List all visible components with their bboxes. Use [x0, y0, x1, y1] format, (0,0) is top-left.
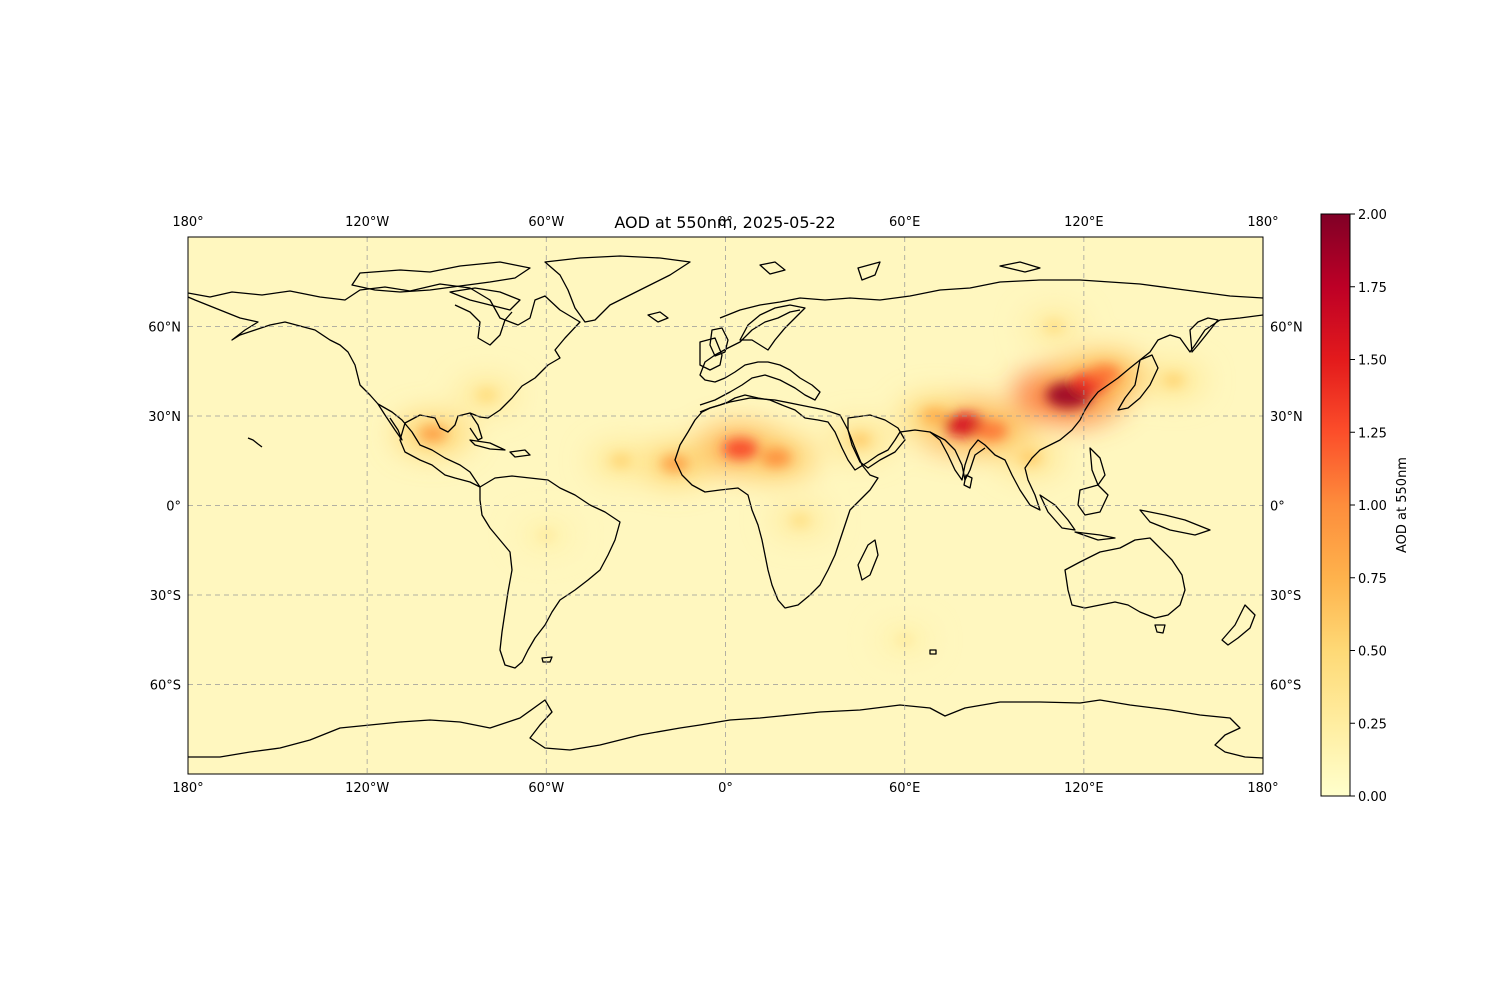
- lat-tick-label-left: 30°N: [148, 410, 181, 425]
- lon-tick-label-bottom: 120°W: [345, 781, 389, 796]
- coastline-hudson-bay: [454, 304, 513, 346]
- coastline-madagascar: [857, 539, 879, 581]
- coastline-baffin: [449, 287, 521, 311]
- aod-hotspot-core: [761, 448, 792, 467]
- lon-tick-label-bottom: 60°E: [889, 781, 920, 796]
- coastline-scandinavia: [739, 304, 806, 351]
- coastline-africa: [674, 397, 879, 609]
- aod-hotspot-core: [660, 455, 689, 473]
- coastline-novaya-zemlya: [857, 261, 881, 281]
- coastline-svalbard: [759, 261, 786, 275]
- aod-hotspot-core: [895, 634, 914, 646]
- coastline-arabia: [847, 414, 906, 469]
- aod-hotspot-core: [1162, 373, 1185, 387]
- coastline-antarctica: [188, 699, 1263, 759]
- lat-tick-label-right: 0°: [1270, 500, 1285, 515]
- aod-hotspot-core: [1018, 450, 1042, 465]
- colorbar-tick-label: 1.00: [1358, 499, 1387, 514]
- colorbar-tick-label: 1.50: [1358, 354, 1387, 369]
- tick-labels: 180° 120°W 60°W 0° 60°E 120°E 180° 180° 120°W 60°…: [148, 215, 1303, 796]
- lat-tick-label-right: 30°N: [1270, 410, 1303, 425]
- lat-tick-label-right: 60°S: [1270, 679, 1301, 694]
- colorbar-tick-label: 2.00: [1358, 208, 1387, 223]
- coastline-falklands: [541, 656, 553, 663]
- coastline-iceland: [647, 311, 669, 323]
- aod-field: [394, 308, 1206, 657]
- lon-tick-label-bottom: 180°: [1247, 781, 1278, 796]
- coastline-hispaniola: [509, 449, 531, 458]
- lon-tick-label-top: 180°: [1247, 215, 1278, 230]
- lon-tick-label-bottom: 180°: [172, 781, 203, 796]
- coastline-kerguelen: [929, 649, 937, 655]
- coastline-greenland: [544, 255, 691, 323]
- aod-hotspot-core: [1088, 364, 1121, 384]
- lon-tick-label-bottom: 120°E: [1064, 781, 1104, 796]
- coastline-britain: [709, 327, 729, 357]
- aod-hotspot-core: [476, 388, 498, 402]
- colorbar-gradient: [1320, 213, 1351, 797]
- colorbar: 0.00 0.25 0.50 0.75 1.00 1.25 1.50 1.75 2.00 AOD…: [1320, 208, 1410, 805]
- lat-tick-label-left: 60°S: [150, 679, 181, 694]
- lat-tick-label-right: 30°S: [1270, 589, 1301, 604]
- lon-tick-label-top: 0°: [718, 215, 733, 230]
- aod-hotspot-core: [722, 438, 759, 460]
- gridlines: [188, 237, 1263, 774]
- aod-hotspot-core: [943, 412, 985, 437]
- colorbar-tick-label: 1.25: [1358, 426, 1387, 441]
- coastline-new-zealand: [1221, 604, 1256, 646]
- coastline-philippines: [1089, 447, 1106, 486]
- colorbar-tick-label: 0.75: [1358, 572, 1387, 587]
- lat-tick-label-left: 0°: [166, 500, 181, 515]
- coastline-india: [929, 431, 986, 481]
- coastline-baja: [377, 403, 403, 441]
- coastline-australia: [1064, 537, 1186, 619]
- aod-hotspot-core: [610, 454, 632, 468]
- coastline-tasmania: [1154, 624, 1166, 634]
- lon-tick-label-top: 60°W: [528, 215, 564, 230]
- coastline-florida: [469, 412, 483, 441]
- coastline-hawaii: [247, 437, 263, 448]
- lat-tick-label-left: 30°S: [150, 589, 181, 604]
- coastline-new-guinea: [1139, 509, 1211, 536]
- lon-tick-label-bottom: 0°: [718, 781, 733, 796]
- colorbar-label: AOD at 550nm: [1395, 457, 1410, 553]
- aod-hotspot-core: [790, 514, 811, 527]
- colorbar-tick-label: 0.00: [1358, 790, 1387, 805]
- lat-tick-label-right: 60°N: [1270, 321, 1303, 336]
- coastline-java: [1074, 531, 1116, 541]
- lat-tick-label-left: 60°N: [148, 321, 181, 336]
- colorbar-tick-label: 0.50: [1358, 645, 1387, 660]
- lon-tick-label-bottom: 60°W: [528, 781, 564, 796]
- coastlines: [188, 255, 1263, 759]
- coastline-arctic-islands: [351, 261, 531, 293]
- aod-hotspot-core: [418, 425, 447, 443]
- coastline-siberian-islands: [999, 261, 1041, 273]
- coastline-eurasia: [699, 279, 1263, 511]
- lon-tick-label-top: 120°E: [1064, 215, 1104, 230]
- coastline-sakhalin: [1189, 317, 1219, 353]
- lon-tick-label-top: 120°W: [345, 215, 389, 230]
- aod-hotspot-core: [975, 421, 1008, 441]
- coastline-sri-lanka: [963, 474, 973, 489]
- coastline-cuba: [469, 439, 506, 451]
- aod-hotspot-core: [848, 432, 872, 447]
- aod-hotspot-core: [921, 408, 948, 424]
- aod-field-sharp: [418, 320, 1185, 646]
- coastline-japan: [1117, 354, 1159, 411]
- colorbar-tick-label: 1.75: [1358, 281, 1387, 296]
- map-title: AOD at 550nm, 2025-05-22: [614, 213, 835, 232]
- map-frame: [187, 236, 1264, 775]
- lon-tick-label-top: 60°E: [889, 215, 920, 230]
- lon-tick-label-top: 180°: [172, 215, 203, 230]
- coastline-south-america: [479, 475, 621, 669]
- colorbar-ticks: 0.00 0.25 0.50 0.75 1.00 1.25 1.50 1.75 2.00: [1350, 208, 1387, 805]
- colorbar-tick-label: 0.25: [1358, 717, 1387, 732]
